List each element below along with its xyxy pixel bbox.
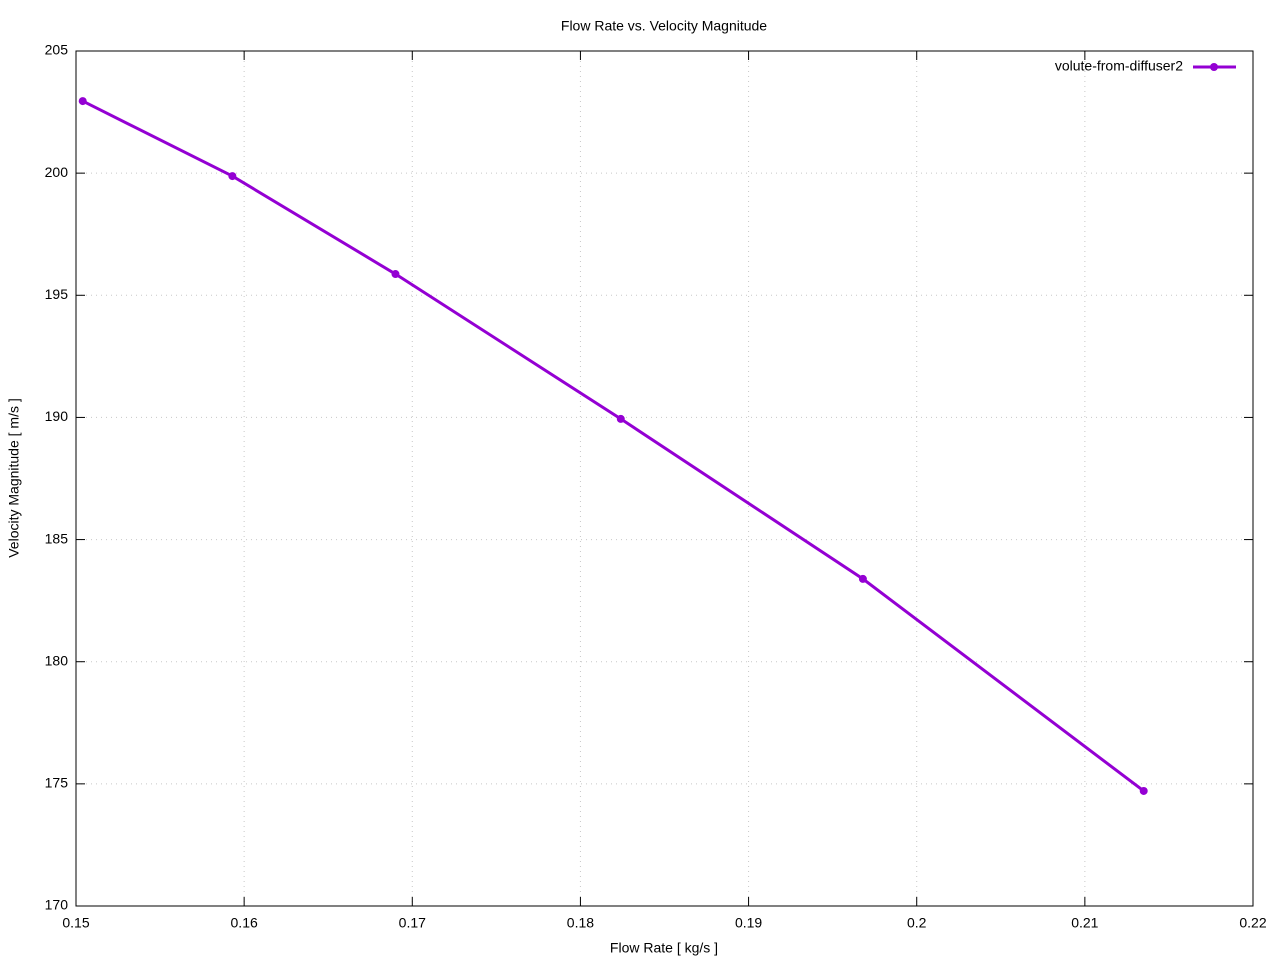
y-tick-label: 195 — [45, 286, 69, 302]
x-tick-label: 0.2 — [907, 915, 927, 931]
x-tick-label: 0.18 — [567, 915, 594, 931]
legend-label: volute-from-diffuser2 — [1055, 58, 1183, 74]
x-tick-label: 0.19 — [735, 915, 762, 931]
x-axis-label: Flow Rate [ kg/s ] — [610, 940, 718, 956]
data-point — [391, 270, 400, 279]
plot-border — [75, 50, 1254, 907]
data-point — [616, 414, 625, 423]
y-tick-label: 180 — [45, 652, 69, 668]
data-point — [228, 172, 237, 181]
y-axis-label: Velocity Magnitude [ m/s ] — [6, 398, 22, 558]
data-line — [82, 99, 1145, 793]
data-point — [858, 574, 867, 583]
x-tick-label: 0.21 — [1071, 915, 1098, 931]
data-point — [78, 97, 87, 106]
y-tick-label: 185 — [45, 530, 69, 546]
x-tick-label: 0.22 — [1239, 915, 1266, 931]
y-tick-label: 205 — [45, 42, 69, 58]
y-tick-label: 190 — [45, 408, 69, 424]
legend-marker — [1210, 63, 1218, 71]
x-tick-label: 0.16 — [231, 915, 258, 931]
y-tick-label: 170 — [45, 897, 69, 913]
chart-title: Flow Rate vs. Velocity Magnitude — [561, 18, 767, 34]
y-tick-label: 200 — [45, 164, 69, 180]
data-point — [1139, 786, 1148, 795]
x-tick-label: 0.15 — [62, 915, 89, 931]
x-tick-label: 0.17 — [399, 915, 426, 931]
y-tick-label: 175 — [45, 775, 69, 791]
